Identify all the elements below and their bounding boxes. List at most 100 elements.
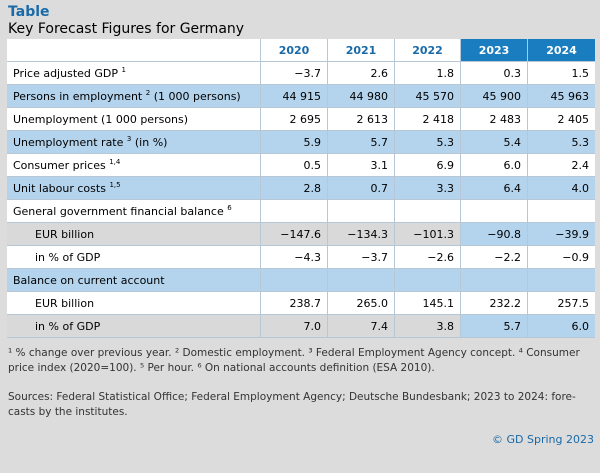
- table-row: Unemployment (1 000 persons) 2 695 2 613 2…: [7, 108, 595, 131]
- row-label: Price adjusted GDP 1: [7, 62, 261, 85]
- row-label-text: Balance on current account: [13, 273, 165, 287]
- table-cell: 2 483: [461, 108, 528, 131]
- footnote-marker: 6: [227, 203, 232, 212]
- table-cell: 5.7: [461, 315, 528, 338]
- copyright: © GD Spring 2023: [492, 433, 594, 446]
- table-cell: 2 418: [395, 108, 461, 131]
- table-cell: 257.5: [528, 292, 595, 315]
- column-header-forecast-year: 2024: [528, 39, 595, 62]
- table-cell: [461, 269, 528, 292]
- table-row: Unemployment rate 3 (in %) 5.9 5.7 5.3 5.4 5.…: [7, 131, 595, 154]
- table-cell: 7.4: [328, 315, 395, 338]
- table-cell: 1.5: [528, 62, 595, 85]
- row-label: Unemployment rate 3 (in %): [7, 131, 261, 154]
- row-label: EUR billion: [7, 223, 261, 246]
- table-cell: 145.1: [395, 292, 461, 315]
- table-cell: 4.0: [528, 177, 595, 200]
- table-cell: [395, 200, 461, 223]
- table-cell: 3.3: [395, 177, 461, 200]
- table-cell: [528, 200, 595, 223]
- row-label-text: in % of GDP: [35, 319, 101, 333]
- table-cell: −90.8: [461, 223, 528, 246]
- row-label-text: Consumer prices: [13, 158, 106, 172]
- table-cell: −3.7: [328, 246, 395, 269]
- row-label: Consumer prices 1,4: [7, 154, 261, 177]
- forecast-table: 2020 2021 2022 2023 2024 Price adjusted …: [7, 39, 595, 338]
- row-label: EUR billion: [7, 292, 261, 315]
- table-cell: −2.2: [461, 246, 528, 269]
- table-cell: −39.9: [528, 223, 595, 246]
- footnote-marker: 1,5: [109, 180, 121, 189]
- table-cell: 6.4: [461, 177, 528, 200]
- table-cell: [261, 269, 328, 292]
- header-row: 2020 2021 2022 2023 2024: [7, 39, 595, 62]
- footnotes: ¹ % change over previous year. ² Domesti…: [8, 347, 580, 374]
- column-header-year: 2021: [328, 39, 395, 62]
- column-header-label: [7, 39, 261, 62]
- table-cell: 2.6: [328, 62, 395, 85]
- row-label-text: Unit labour costs: [13, 181, 106, 195]
- table-cell: 2.8: [261, 177, 328, 200]
- row-label-text: Price adjusted GDP: [13, 66, 118, 80]
- column-header-forecast-year: 2023: [461, 39, 528, 62]
- footnote-marker: 1: [121, 65, 126, 74]
- table-header: Table Key Forecast Figures for Germany: [8, 4, 244, 38]
- table-cell: 44 980: [328, 85, 395, 108]
- table-cell: [461, 200, 528, 223]
- table-cell: 0.7: [328, 177, 395, 200]
- table-cell: [395, 269, 461, 292]
- table-cell: 265.0: [328, 292, 395, 315]
- row-label-text: EUR billion: [35, 227, 95, 241]
- table-row: Persons in employment 2 (1 000 persons) 4…: [7, 85, 595, 108]
- table-cell: −134.3: [328, 223, 395, 246]
- table-cell: 5.9: [261, 131, 328, 154]
- table-row: Unit labour costs 1,5 2.8 0.7 3.3 6.4 4.0: [7, 177, 595, 200]
- footnote-marker: 3: [126, 134, 132, 143]
- table-cell: 1.8: [395, 62, 461, 85]
- row-label-text: General government financial balance: [13, 204, 224, 218]
- table-cell: 6.9: [395, 154, 461, 177]
- table-cell: 45 963: [528, 85, 595, 108]
- table-cell: 3.1: [328, 154, 395, 177]
- table-cell: [261, 200, 328, 223]
- table-cell: 232.2: [461, 292, 528, 315]
- table-cell: 3.8: [395, 315, 461, 338]
- row-label: Unit labour costs 1,5: [7, 177, 261, 200]
- footnote-marker: 1,4: [109, 157, 121, 166]
- table-cell: 7.0: [261, 315, 328, 338]
- row-label-text: EUR billion: [35, 296, 95, 310]
- table-row: EUR billion −147.6 −134.3 −101.3 −90.8 −39.9: [7, 223, 595, 246]
- table-cell: 5.3: [395, 131, 461, 154]
- row-label-text: Unemployment rate: [13, 135, 124, 149]
- table-cell: 2 613: [328, 108, 395, 131]
- table-cell: 45 570: [395, 85, 461, 108]
- sources-note: Sources: Federal Statistical Office; Fed…: [8, 391, 576, 418]
- table-row: Consumer prices 1,4 0.5 3.1 6.9 6.0 2.4: [7, 154, 595, 177]
- table-cell: [328, 269, 395, 292]
- table-row: in % of GDP 7.0 7.4 3.8 5.7 6.0: [7, 315, 595, 338]
- table-cell: 238.7: [261, 292, 328, 315]
- table-cell: 5.3: [528, 131, 595, 154]
- row-label-suffix: (in %): [131, 135, 168, 149]
- row-label: General government financial balance 6: [7, 200, 261, 223]
- table-cell: 5.7: [328, 131, 395, 154]
- table-cell: −0.9: [528, 246, 595, 269]
- table-row: General government financial balance 6: [7, 200, 595, 223]
- table-cell: 45 900: [461, 85, 528, 108]
- row-label-text: Unemployment (1 000 persons): [13, 112, 189, 126]
- table-cell: 6.0: [461, 154, 528, 177]
- table-cell: [328, 200, 395, 223]
- table-cell: −147.6: [261, 223, 328, 246]
- table-cell: 44 915: [261, 85, 328, 108]
- table-cell: 5.4: [461, 131, 528, 154]
- table-cell: −4.3: [261, 246, 328, 269]
- table-cell: −3.7: [261, 62, 328, 85]
- table-cell: 0.5: [261, 154, 328, 177]
- column-header-year: 2022: [395, 39, 461, 62]
- table-cell: 2.4: [528, 154, 595, 177]
- row-label: Persons in employment 2 (1 000 persons): [7, 85, 261, 108]
- table-cell: 6.0: [528, 315, 595, 338]
- row-label-text: Persons in employment: [13, 89, 143, 103]
- table-row: in % of GDP −4.3 −3.7 −2.6 −2.2 −0.9: [7, 246, 595, 269]
- row-label-suffix: (1 000 persons): [150, 89, 241, 103]
